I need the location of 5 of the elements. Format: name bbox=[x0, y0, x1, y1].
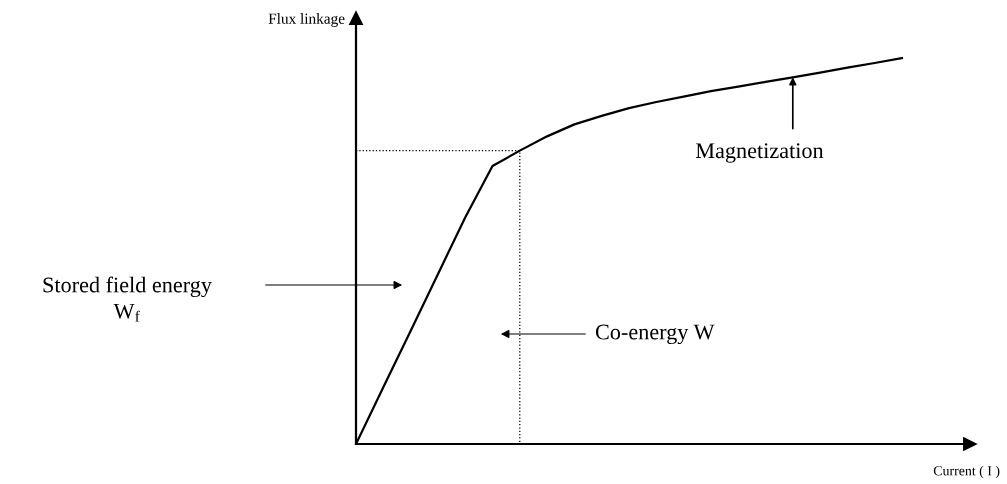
y-axis-title: Flux linkage bbox=[268, 13, 345, 27]
annotation: Magnetization bbox=[695, 143, 824, 163]
annotation: Co-energy W bbox=[595, 324, 715, 345]
text: Stored field energy W$_{f}$ bbox=[43, 276, 212, 322]
x-axis-title: Current ( I ) bbox=[933, 465, 1000, 479]
